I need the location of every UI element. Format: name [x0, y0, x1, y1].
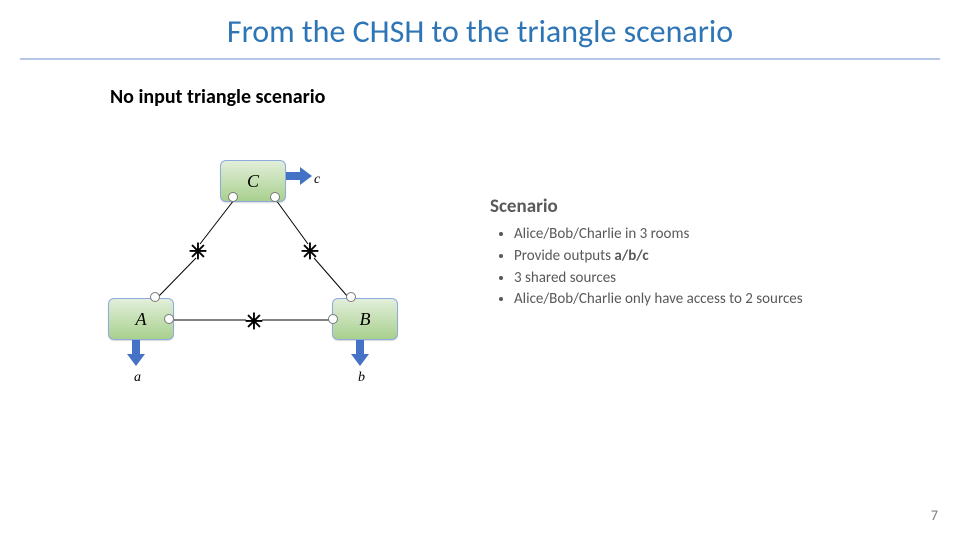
page-number: 7	[931, 507, 938, 524]
output-label-c: c	[314, 172, 320, 188]
triangle-diagram: C A B ✳✳✳ a b c	[92, 148, 417, 398]
output-label-b: b	[358, 370, 365, 386]
scenario-block: Scenario Alice/Bob/Charlie in 3 rooms Pr…	[490, 195, 920, 311]
title-underline	[20, 56, 940, 60]
slide-subtitle: No input triangle scenario	[110, 85, 325, 109]
scenario-bullet: 3 shared sources	[514, 268, 920, 290]
scenario-bullet: Provide outputs a/b/c	[514, 246, 920, 268]
output-arrow-c	[92, 148, 417, 398]
scenario-heading: Scenario	[490, 195, 920, 218]
scenario-bullet-list: Alice/Bob/Charlie in 3 rooms Provide out…	[490, 224, 920, 311]
scenario-bullet: Alice/Bob/Charlie in 3 rooms	[514, 224, 920, 246]
slide-title: From the CHSH to the triangle scenario	[0, 12, 960, 51]
output-label-a: a	[134, 370, 141, 386]
scenario-bullet: Alice/Bob/Charlie only have access to 2 …	[514, 289, 920, 311]
